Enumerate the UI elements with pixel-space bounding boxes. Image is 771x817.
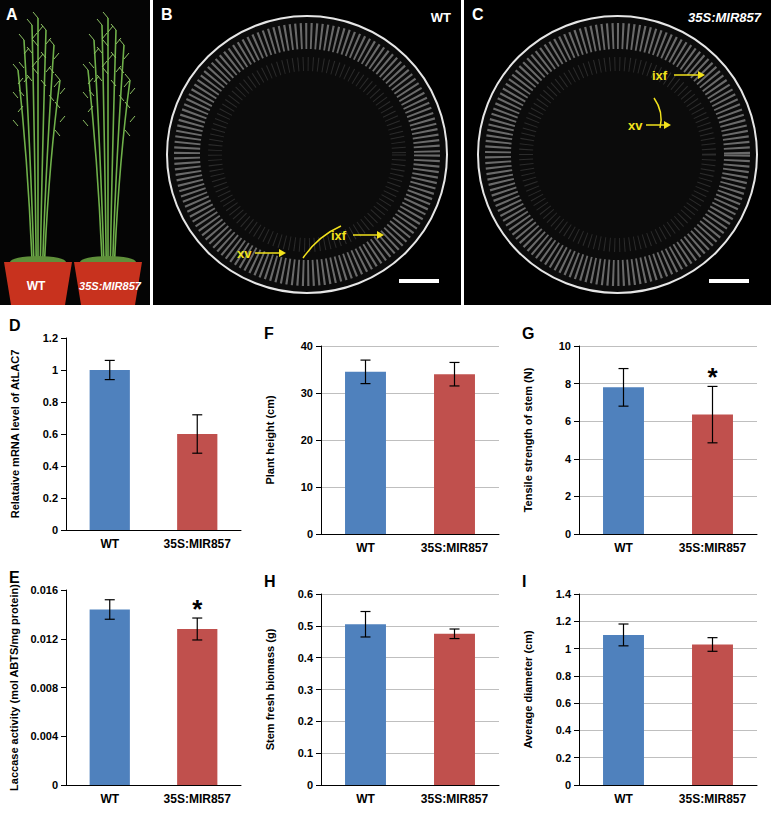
svg-text:0.012: 0.012 xyxy=(30,633,58,645)
svg-text:Relataive mRNA level of AtLAC7: Relataive mRNA level of AtLAC7 xyxy=(9,350,21,519)
svg-text:8: 8 xyxy=(565,378,571,390)
svg-text:0.2: 0.2 xyxy=(556,752,571,764)
svg-text:35S:MIR857: 35S:MIR857 xyxy=(679,792,747,806)
svg-text:ixf: ixf xyxy=(331,228,347,243)
svg-text:B: B xyxy=(161,6,173,23)
svg-text:E: E xyxy=(9,569,20,586)
svg-text:F: F xyxy=(264,325,274,342)
svg-text:*: * xyxy=(707,362,718,392)
svg-text:6: 6 xyxy=(565,415,571,427)
svg-text:xv: xv xyxy=(237,246,252,261)
svg-text:0.2: 0.2 xyxy=(298,715,313,727)
svg-text:I: I xyxy=(522,573,526,590)
svg-text:10: 10 xyxy=(559,340,571,352)
svg-text:35S:MIR857: 35S:MIR857 xyxy=(688,10,762,25)
svg-text:0: 0 xyxy=(307,779,313,791)
svg-text:35S:MIR857: 35S:MIR857 xyxy=(421,541,489,555)
svg-text:35S:MIR857: 35S:MIR857 xyxy=(164,792,232,806)
svg-text:1: 1 xyxy=(52,364,58,376)
svg-text:0.2: 0.2 xyxy=(43,492,58,504)
svg-text:0.4: 0.4 xyxy=(556,724,572,736)
svg-text:10: 10 xyxy=(301,481,313,493)
svg-text:35S:MIR857: 35S:MIR857 xyxy=(164,537,232,551)
svg-text:WT: WT xyxy=(356,541,375,555)
svg-text:WT: WT xyxy=(100,792,119,806)
svg-text:WT: WT xyxy=(614,541,633,555)
svg-text:xv: xv xyxy=(628,118,643,133)
svg-text:4: 4 xyxy=(565,453,572,465)
svg-text:Laccase activity (mol ABTS/mg: Laccase activity (mol ABTS/mg protein) xyxy=(8,584,20,791)
svg-text:0.6: 0.6 xyxy=(43,428,58,440)
svg-text:1.2: 1.2 xyxy=(556,615,571,627)
svg-text:0.1: 0.1 xyxy=(298,747,313,759)
svg-text:35S:MIR857: 35S:MIR857 xyxy=(679,541,747,555)
svg-text:0.3: 0.3 xyxy=(298,684,313,696)
svg-text:0.6: 0.6 xyxy=(298,588,313,600)
svg-text:0.008: 0.008 xyxy=(30,682,58,694)
svg-text:0: 0 xyxy=(52,779,58,791)
svg-text:20: 20 xyxy=(301,434,313,446)
svg-text:A: A xyxy=(6,6,18,23)
svg-text:Tensile strength of stem (N): Tensile strength of stem (N) xyxy=(522,367,534,512)
svg-text:WT: WT xyxy=(27,279,46,293)
svg-text:40: 40 xyxy=(301,340,313,352)
svg-text:0.5: 0.5 xyxy=(298,620,313,632)
svg-text:Plant height (cm): Plant height (cm) xyxy=(264,395,276,485)
svg-text:0: 0 xyxy=(52,524,58,536)
svg-text:0.8: 0.8 xyxy=(556,670,571,682)
svg-text:0: 0 xyxy=(565,779,571,791)
svg-text:0: 0 xyxy=(307,528,313,540)
svg-text:0.6: 0.6 xyxy=(556,697,571,709)
svg-text:G: G xyxy=(522,325,534,342)
svg-text:0.4: 0.4 xyxy=(298,652,314,664)
svg-text:WT: WT xyxy=(100,537,119,551)
svg-text:D: D xyxy=(9,317,21,334)
svg-text:0.016: 0.016 xyxy=(30,584,58,596)
svg-text:0.004: 0.004 xyxy=(30,730,58,742)
svg-text:35S:MIR857: 35S:MIR857 xyxy=(421,792,489,806)
svg-text:WT: WT xyxy=(431,10,451,25)
svg-text:0: 0 xyxy=(565,528,571,540)
svg-text:0.4: 0.4 xyxy=(43,460,59,472)
svg-text:H: H xyxy=(264,573,276,590)
svg-text:Average diameter (cm): Average diameter (cm) xyxy=(522,630,534,749)
svg-text:C: C xyxy=(472,6,484,23)
svg-text:ixf: ixf xyxy=(652,68,668,83)
svg-text:35S:MIR857: 35S:MIR857 xyxy=(79,280,142,292)
svg-text:1.2: 1.2 xyxy=(43,332,58,344)
svg-text:*: * xyxy=(192,594,203,624)
svg-text:30: 30 xyxy=(301,387,313,399)
svg-text:Stem fresh biomass (g): Stem fresh biomass (g) xyxy=(264,628,276,750)
svg-text:0.8: 0.8 xyxy=(43,396,58,408)
svg-text:WT: WT xyxy=(356,792,375,806)
svg-text:2: 2 xyxy=(565,490,571,502)
svg-text:WT: WT xyxy=(614,792,633,806)
svg-text:1.4: 1.4 xyxy=(556,588,572,600)
svg-text:1: 1 xyxy=(565,643,571,655)
